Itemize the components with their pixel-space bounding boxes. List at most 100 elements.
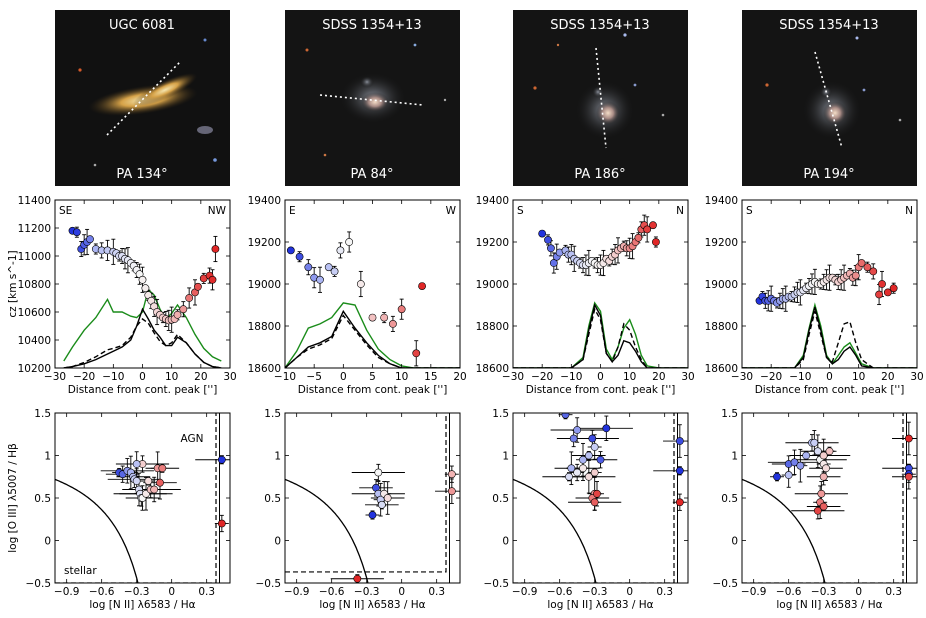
velocity-chart-2: −10 −5 0 5 10 15 20 18600 18800 19000 19200 19400 Di… (248, 195, 467, 396)
x-tick-label: −0.6 (776, 586, 802, 598)
direction-label-right: N (905, 205, 913, 217)
plot-area (742, 413, 917, 583)
star (533, 86, 537, 90)
y-tick-label: 19200 (476, 237, 509, 249)
data-point (567, 464, 576, 473)
profile-green-line (742, 302, 917, 368)
x-tick-label: 0.3 (428, 586, 445, 598)
x-axis-label: log [N II] λ6583 / Hα (89, 599, 195, 611)
demarcation-curve (513, 478, 597, 583)
data-point (86, 235, 94, 244)
data-point (819, 472, 828, 481)
data-point (208, 275, 217, 284)
star (862, 88, 866, 92)
x-axis-label: Distance from cont. peak [''] (526, 384, 676, 396)
demarcation-curve (742, 478, 826, 583)
data-point (447, 487, 456, 496)
x-tick-label: 0 (398, 586, 405, 598)
y-tick-label: 1 (44, 451, 51, 463)
y-tick-label: 11200 (18, 223, 51, 235)
x-axis-label: Distance from cont. peak [''] (68, 384, 218, 396)
y-tick-label: 0 (274, 536, 281, 548)
data-point (889, 284, 898, 293)
x-tick-label: 10 (852, 371, 865, 383)
x-axis-label: Distance from cont. peak [''] (298, 384, 448, 396)
data-point (185, 294, 194, 302)
x-tick-label: −0.3 (811, 586, 837, 598)
y-tick-label: 18800 (248, 321, 281, 333)
y-tick-label: 1.5 (721, 408, 738, 420)
data-point (217, 519, 226, 528)
data-point (211, 245, 220, 253)
x-tick-label: −0.6 (319, 586, 345, 598)
direction-label-left: E (289, 205, 296, 217)
star (78, 68, 82, 72)
galaxy-body (823, 101, 847, 125)
image-title: SDSS 1354+13 (550, 18, 649, 33)
plot-area (513, 413, 688, 583)
data-point (132, 460, 141, 468)
star (623, 33, 627, 37)
plot-frame (741, 412, 918, 584)
profile-green-line (63, 288, 222, 362)
data-point (869, 267, 878, 276)
x-tick-label: −30 (502, 371, 524, 383)
star (765, 83, 769, 87)
dashed-box (285, 413, 447, 573)
data-point (304, 263, 313, 272)
image-pa-label: PA 194° (803, 167, 854, 182)
y-tick-label: 0.5 (34, 493, 51, 505)
x-tick-label: −0.9 (54, 586, 80, 598)
data-point (652, 238, 660, 246)
x-tick-label: 15 (424, 371, 437, 383)
y-tick-label: 19000 (705, 279, 738, 291)
dashed-box (742, 413, 904, 583)
y-tick-label: 1.5 (264, 408, 281, 420)
data-point (380, 313, 389, 322)
data-point (336, 246, 345, 255)
data-point (875, 290, 883, 299)
image-pa-label: PA 84° (350, 167, 393, 182)
data-point (819, 451, 828, 460)
x-tick-label: 30 (223, 371, 236, 383)
galaxy-image-4: SDSS 1354+13 PA 194° (742, 10, 917, 186)
x-tick-label: −0.9 (741, 586, 767, 598)
data-point (316, 275, 324, 284)
region-label-stellar: stellar (64, 565, 97, 577)
x-tick-label: 0 (626, 586, 633, 598)
x-tick-label: −20 (531, 371, 553, 383)
x-tick-label: 0 (826, 371, 833, 383)
data-point (813, 506, 822, 515)
data-point (295, 252, 304, 261)
y-tick-label: 10800 (18, 279, 51, 291)
data-point (286, 246, 295, 255)
y-tick-label: 18600 (248, 363, 281, 375)
x-tick-label: 20 (652, 371, 665, 383)
x-tick-label: 20 (194, 371, 207, 383)
data-point (593, 489, 601, 498)
data-point (383, 494, 392, 502)
galaxy-body (361, 92, 389, 112)
direction-label-left: SE (59, 205, 72, 217)
x-tick-label: −0.6 (89, 586, 115, 598)
data-point (675, 466, 684, 475)
x-tick-label: −20 (760, 371, 782, 383)
data-point (590, 498, 599, 507)
data-point (590, 468, 599, 477)
y-tick-label: −0.5 (256, 578, 282, 590)
direction-label-right: NW (208, 205, 227, 217)
profile-black-solid-line (513, 303, 688, 368)
star (443, 98, 447, 102)
dashed-box (55, 413, 217, 583)
x-tick-label: −0.3 (124, 586, 150, 598)
plot-area (513, 214, 688, 368)
x-tick-label: −0.3 (582, 586, 608, 598)
data-point (72, 228, 81, 237)
data-point (773, 472, 781, 481)
data-point (179, 305, 188, 314)
y-tick-label: 1.5 (34, 408, 51, 420)
x-tick-label: 0.3 (656, 586, 673, 598)
data-point (368, 313, 377, 322)
data-point (796, 461, 805, 470)
